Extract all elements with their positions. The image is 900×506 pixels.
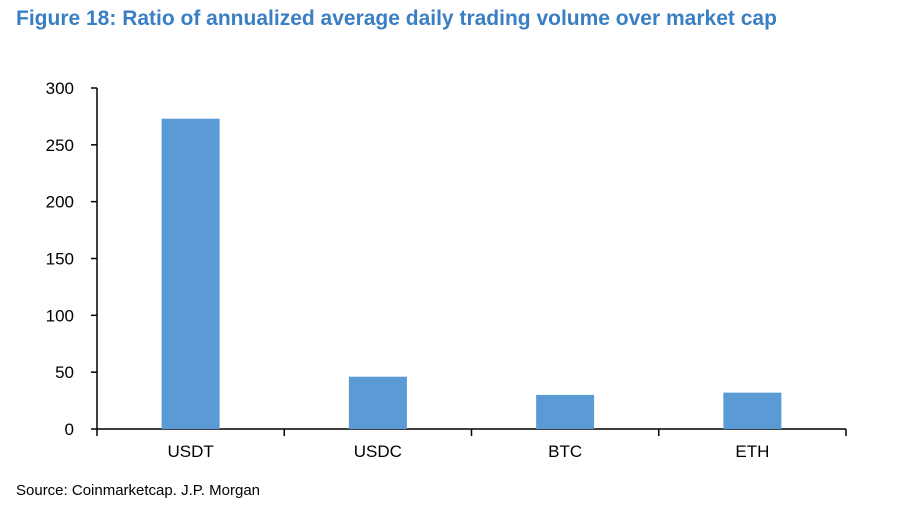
y-tick-label: 150 bbox=[46, 250, 74, 269]
bars bbox=[161, 118, 782, 429]
bar-chart: 0 50 100 150 200 250 300 USDT USDC BTC ETH bbox=[46, 79, 847, 461]
bar-eth bbox=[723, 392, 782, 429]
y-tick-label: 100 bbox=[46, 306, 74, 325]
x-tick-label: USDC bbox=[354, 442, 402, 461]
bar-usdt bbox=[161, 118, 220, 429]
y-tick-label: 200 bbox=[46, 193, 74, 212]
source-note: Source: Coinmarketcap. J.P. Morgan bbox=[16, 482, 261, 499]
y-axis: 0 50 100 150 200 250 300 bbox=[46, 79, 98, 439]
x-tick-label: BTC bbox=[548, 442, 582, 461]
y-tick-label: 50 bbox=[55, 363, 74, 382]
y-tick-label: 300 bbox=[46, 79, 74, 98]
chart-title: Figure 18: Ratio of annualized average d… bbox=[16, 7, 777, 30]
y-tick-label: 0 bbox=[65, 420, 74, 439]
x-tick-label: USDT bbox=[167, 442, 213, 461]
x-tick-label: ETH bbox=[735, 442, 769, 461]
bar-usdc bbox=[348, 376, 407, 429]
y-tick-label: 250 bbox=[46, 136, 74, 155]
bar-btc bbox=[536, 394, 595, 429]
x-axis: USDT USDC BTC ETH bbox=[96, 428, 847, 461]
